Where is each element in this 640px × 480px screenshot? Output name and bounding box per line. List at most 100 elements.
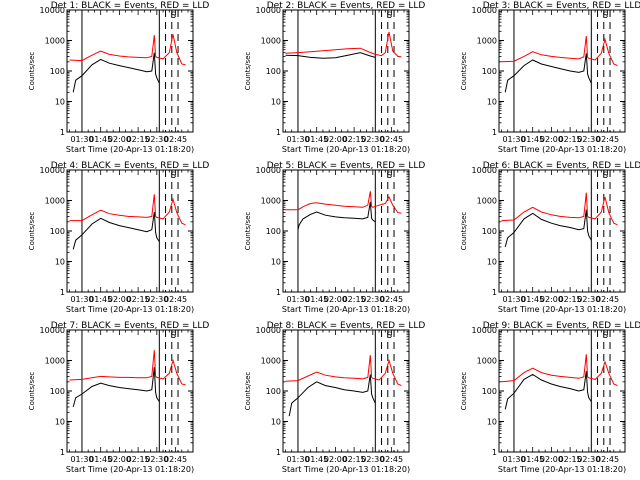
- x-tick-label: 02:00: [540, 295, 563, 304]
- y-tick-label: 10000: [256, 166, 281, 175]
- y-tick-label: 10000: [40, 6, 65, 15]
- y-tick-label: 1: [492, 288, 497, 297]
- x-tick-label: 02:15: [559, 135, 582, 144]
- series-red: [69, 34, 186, 66]
- y-tick-label: 10: [487, 258, 497, 267]
- x-tick-label: 01:30: [286, 455, 309, 464]
- x-tick-label: 02:45: [380, 455, 403, 464]
- series-red: [285, 31, 402, 58]
- x-tick-label: 02:00: [108, 135, 131, 144]
- detector-panel-3: Det 3: BLACK = Events, RED = LLD 1 10 100 10…: [460, 1, 640, 154]
- panel-title: Det 8: BLACK = Events, RED = LLD: [267, 321, 426, 331]
- x-tick-label: 02:30: [577, 455, 600, 464]
- y-tick-label: 100: [50, 387, 65, 396]
- marker-tag: S: [386, 171, 392, 181]
- x-tick-label: 01:30: [502, 455, 525, 464]
- y-axis-label: Counts/sec: [460, 212, 468, 251]
- y-tick-label: 1: [276, 128, 281, 137]
- x-tick-label: 02:30: [145, 295, 168, 304]
- marker-tag: S: [602, 171, 608, 181]
- panel-title: Det 7: BLACK = Events, RED = LLD: [51, 321, 210, 331]
- marker-tag: S: [170, 11, 176, 21]
- marker-tag: S: [602, 11, 608, 21]
- series-black: [285, 52, 376, 59]
- x-tick-label: 02:30: [145, 455, 168, 464]
- y-axis-label: Counts/sec: [244, 372, 252, 411]
- x-axis-label: Start Time (20-Apr-13 01:18:20): [66, 465, 194, 474]
- x-tick-label: 01:30: [70, 135, 93, 144]
- series-black: [288, 374, 376, 417]
- y-tick-label: 100: [266, 387, 281, 396]
- x-tick-label: 01:30: [286, 135, 309, 144]
- plot-frame: [282, 9, 410, 133]
- series-red: [69, 350, 186, 386]
- y-axis-label: Counts/sec: [460, 372, 468, 411]
- series-black: [72, 367, 160, 408]
- y-tick-label: 1000: [261, 197, 281, 206]
- panel-title: Det 9: BLACK = Events, RED = LLD: [483, 321, 640, 331]
- series-red: [501, 192, 618, 226]
- y-tick-label: 10000: [472, 6, 497, 15]
- series-red: [501, 35, 618, 67]
- x-tick-label: 01:45: [305, 455, 328, 464]
- y-tick-label: 1: [276, 448, 281, 457]
- y-axis-label: Counts/sec: [28, 372, 36, 411]
- x-tick-label: 02:45: [596, 135, 619, 144]
- series-red: [501, 354, 618, 387]
- y-tick-label: 1000: [45, 357, 65, 366]
- y-tick-label: 1: [492, 128, 497, 137]
- series-red: [69, 194, 186, 226]
- x-tick-label: 02:30: [145, 135, 168, 144]
- x-tick-label: 01:30: [70, 295, 93, 304]
- detector-panel-1: Det 1: BLACK = Events, RED = LLD 1 10 100 10…: [28, 1, 209, 154]
- x-tick-label: 02:30: [577, 135, 600, 144]
- x-tick-label: 02:15: [127, 295, 150, 304]
- y-tick-label: 10: [271, 98, 281, 107]
- y-tick-label: 10: [55, 98, 65, 107]
- y-tick-label: 10: [487, 98, 497, 107]
- y-axis-label: Counts/sec: [28, 52, 36, 91]
- y-tick-label: 1: [60, 128, 65, 137]
- y-tick-label: 10: [271, 258, 281, 267]
- y-tick-label: 1: [276, 288, 281, 297]
- x-axis-label: Start Time (20-Apr-13 01:18:20): [282, 305, 410, 314]
- y-tick-label: 10: [55, 418, 65, 427]
- series-black: [504, 53, 592, 93]
- detector-panel-5: Det 5: BLACK = Events, RED = LLD 1 10 100 10…: [244, 161, 425, 314]
- series-black: [504, 209, 592, 248]
- x-tick-label: 02:00: [108, 295, 131, 304]
- panel-title: Det 6: BLACK = Events, RED = LLD: [483, 161, 640, 171]
- panel-title: Det 4: BLACK = Events, RED = LLD: [51, 161, 210, 171]
- x-tick-label: 01:45: [521, 135, 544, 144]
- x-tick-label: 02:45: [380, 135, 403, 144]
- x-axis-label: Start Time (20-Apr-13 01:18:20): [498, 305, 626, 314]
- x-tick-label: 02:45: [164, 295, 187, 304]
- series-black: [72, 211, 160, 250]
- y-tick-label: 1: [60, 288, 65, 297]
- x-tick-label: 02:00: [324, 295, 347, 304]
- x-tick-label: 02:00: [324, 135, 347, 144]
- y-tick-label: 10000: [256, 6, 281, 15]
- x-tick-label: 02:00: [108, 455, 131, 464]
- x-tick-label: 01:30: [70, 455, 93, 464]
- x-tick-label: 01:45: [305, 135, 328, 144]
- x-tick-label: 02:45: [164, 135, 187, 144]
- series-black: [297, 201, 376, 230]
- x-tick-label: 01:30: [286, 295, 309, 304]
- y-tick-label: 1000: [261, 357, 281, 366]
- y-tick-label: 1: [60, 448, 65, 457]
- y-tick-label: 1000: [477, 37, 497, 46]
- y-tick-label: 10000: [40, 166, 65, 175]
- x-tick-label: 02:45: [164, 455, 187, 464]
- detector-panel-8: Det 8: BLACK = Events, RED = LLD 1 10 100 10…: [244, 321, 425, 474]
- y-tick-label: 100: [482, 387, 497, 396]
- marker-tag: S: [170, 331, 176, 341]
- x-tick-label: 02:45: [596, 455, 619, 464]
- x-tick-label: 02:15: [343, 455, 366, 464]
- detector-panel-2: Det 2: BLACK = Events, RED = LLD 1 10 100 10…: [244, 1, 425, 154]
- panel-title: Det 3: BLACK = Events, RED = LLD: [483, 1, 640, 11]
- x-tick-label: 02:15: [559, 295, 582, 304]
- y-tick-label: 1000: [45, 197, 65, 206]
- marker-tag: S: [170, 171, 176, 181]
